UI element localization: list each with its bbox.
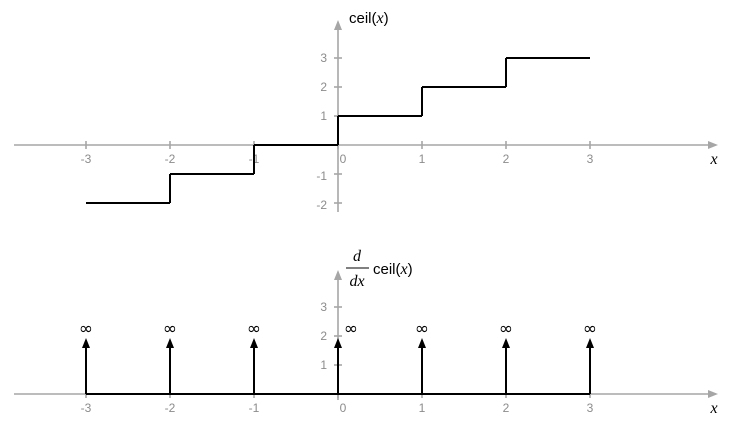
x-axis-arrow <box>708 141 718 149</box>
x-tick-label: -2 <box>165 152 176 166</box>
y-tick-label: 1 <box>320 109 327 123</box>
y-tick-label: 2 <box>320 329 327 343</box>
x-axis-label: x <box>709 400 717 417</box>
impulse-arrow <box>586 338 594 348</box>
y-axis-label-denominator: dx <box>349 273 364 290</box>
y-tick-label: 3 <box>320 51 327 65</box>
y-axis-label-func: ceil( <box>349 10 377 27</box>
x-tick-label: 1 <box>419 152 426 166</box>
x-tick-label: 2 <box>503 401 510 415</box>
x-tick-label: 1 <box>419 401 426 415</box>
impulse-label: ∞ <box>583 319 597 339</box>
x-tick-label: -3 <box>81 152 92 166</box>
x-tick-label: -1 <box>249 401 260 415</box>
y-tick-label: 2 <box>320 80 327 94</box>
impulse-label: ∞ <box>247 319 261 339</box>
y-axis-label-var: x <box>376 10 384 27</box>
impulse-label: ∞ <box>415 319 429 339</box>
impulse-arrow <box>250 338 258 348</box>
y-axis-label-close: ) <box>408 261 413 278</box>
impulse-arrow <box>334 338 342 348</box>
impulse-label: ∞ <box>163 319 177 339</box>
y-axis-label: ceil(x) <box>349 10 389 27</box>
x-tick-label: 3 <box>587 401 594 415</box>
impulse-label: ∞ <box>499 319 513 339</box>
y-axis-label-var: x <box>400 261 408 278</box>
impulse-label: ∞ <box>344 319 358 339</box>
impulse-arrow <box>82 338 90 348</box>
y-tick-label: 1 <box>320 358 327 372</box>
x-tick-label: 3 <box>587 152 594 166</box>
y-tick-label: 3 <box>320 300 327 314</box>
x-tick-label: -2 <box>165 401 176 415</box>
y-axis-label-func: ceil( <box>373 261 401 278</box>
x-tick-label: 0 <box>340 152 347 166</box>
impulse-arrow <box>502 338 510 348</box>
y-tick-label: -2 <box>316 198 327 212</box>
x-axis-arrow <box>708 390 718 398</box>
y-axis-arrow <box>334 270 342 280</box>
impulse-arrow <box>418 338 426 348</box>
y-axis-label-numerator: d <box>353 248 362 265</box>
y-axis-label: ceil(x) <box>373 261 413 278</box>
x-axis-label: x <box>709 151 717 168</box>
x-tick-label: 0 <box>340 401 347 415</box>
x-tick-label: 2 <box>503 152 510 166</box>
y-axis-arrow <box>334 20 342 30</box>
y-tick-label: -1 <box>316 169 327 183</box>
x-tick-label: -3 <box>81 401 92 415</box>
impulse-arrow <box>166 338 174 348</box>
impulse-label: ∞ <box>79 319 93 339</box>
y-axis-label-close: ) <box>384 10 389 27</box>
